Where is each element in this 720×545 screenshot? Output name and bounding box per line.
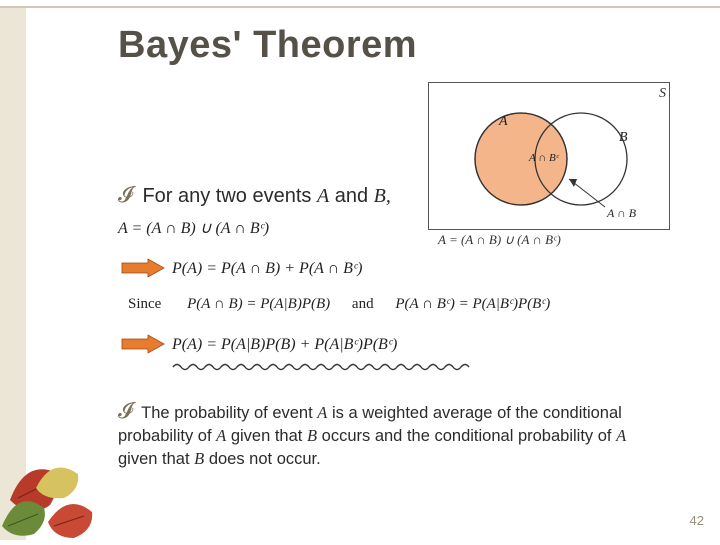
venn-diagram: S A B A ∩ Bᶜ A ∩ B	[428, 82, 670, 230]
venn-label-intersection: A ∩ Bᶜ	[528, 152, 560, 164]
equation-set-A: A = (A ∩ B) ∪ (A ∩ Bᶜ)	[118, 218, 269, 238]
bullet1-prefix: For	[142, 185, 172, 207]
bullet-2: 𝓘 The probability of event A is a weight…	[118, 396, 658, 471]
venn-label-a: A	[498, 114, 508, 129]
bullet1-B: B,	[374, 185, 391, 207]
bullet1-text: any two events	[172, 185, 317, 207]
equation-since: Since P(A ∩ B) = P(A|B)P(B) and P(A ∩ Bᶜ…	[128, 296, 550, 313]
bullet2-text: The probability of event A is a weighted…	[118, 404, 626, 468]
leaf-decoration	[0, 430, 120, 540]
bullet-icon-2: 𝓘	[118, 398, 133, 423]
page-number: 42	[690, 513, 704, 528]
equation-p2: P(A) = P(A|B)P(B) + P(A|Bᶜ)P(Bᶜ)	[172, 336, 397, 354]
venn-label-s: S	[659, 86, 666, 101]
bullet1-and: and	[329, 185, 373, 207]
bullet-icon: 𝓘	[118, 182, 133, 207]
underline-wavy	[172, 360, 474, 372]
equation-p1: P(A) = P(A ∩ B) + P(A ∩ Bᶜ)	[172, 260, 362, 278]
venn-label-ab: A ∩ B	[606, 206, 637, 220]
bullet-1: 𝓘 For any two events A and B,	[118, 182, 391, 208]
slide-title: Bayes' Theorem	[118, 24, 417, 67]
arrow-icon-1	[120, 258, 166, 278]
arrow-icon-2	[120, 334, 166, 354]
top-rule	[0, 6, 720, 8]
venn-label-b: B	[619, 130, 628, 145]
venn-caption-equation: A = (A ∩ B) ∪ (A ∩ Bᶜ)	[438, 232, 561, 248]
bullet1-A: A	[317, 185, 329, 207]
